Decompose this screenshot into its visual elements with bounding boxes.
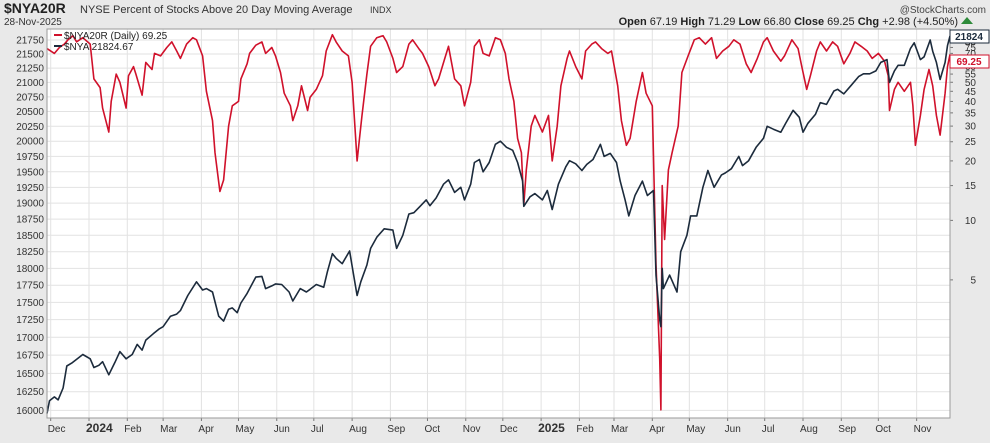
x-tick-label: Nov — [914, 424, 932, 435]
x-tick-label: Mar — [611, 424, 629, 435]
y-left-tick-label: 19500 — [16, 167, 44, 178]
y-right-tick-label: 20 — [965, 156, 977, 167]
y-right-tick-label: 5 — [970, 275, 976, 286]
y-left-tick-label: 17750 — [16, 281, 44, 292]
y-left-tick-label: 19250 — [16, 183, 44, 194]
x-tick-label: May — [235, 424, 254, 435]
y-right-tick-label: 45 — [965, 87, 977, 98]
chart-date: 28-Nov-2025 — [4, 17, 62, 28]
y-right-tick-label: 15 — [965, 181, 977, 192]
x-tick-label: Aug — [349, 424, 367, 435]
x-tick-label: Oct — [424, 424, 440, 435]
y-left-tick-label: 18250 — [16, 247, 44, 258]
y-right-tick-label: 75 — [965, 43, 977, 54]
x-tick-label: Jul — [311, 424, 324, 435]
plot-area — [47, 29, 950, 418]
x-tick-label: Aug — [800, 424, 818, 435]
ohlc-value: 71.29 — [708, 16, 736, 28]
y-left-tick-label: 21000 — [16, 78, 44, 89]
ohlc-summary: Open 67.19 High 71.29 Low 66.80 Close 69… — [619, 16, 958, 28]
ohlc-label: Open — [619, 16, 650, 28]
y-right-tick-label: 25 — [965, 137, 977, 148]
ohlc-label: High — [677, 16, 708, 28]
legend-label-nya20r: $NYA20R (Daily) 69.25 — [64, 31, 168, 42]
y-left-tick-label: 18000 — [16, 264, 44, 275]
x-tick-label: Jun — [725, 424, 741, 435]
y-right-tick-label: 70 — [965, 49, 977, 60]
y-left-tick-label: 21750 — [16, 36, 44, 47]
y-left-tick-label: 16750 — [16, 351, 44, 362]
x-tick-label: Sep — [387, 424, 405, 435]
y-right-tick-label: 50 — [965, 78, 977, 89]
x-tick-label: Nov — [463, 424, 481, 435]
last-price-badges: 21824 69.25 — [949, 29, 990, 69]
x-tick-label: Apr — [649, 424, 665, 435]
x-tick-label: Dec — [500, 424, 518, 435]
y-left-tick-label: 17250 — [16, 315, 44, 326]
x-tick-label: Oct — [875, 424, 891, 435]
exchange-label: INDX — [370, 5, 392, 15]
y-left-tick-label: 20250 — [16, 122, 44, 133]
x-tick-label: 2024 — [86, 421, 113, 435]
y-left-tick-label: 17500 — [16, 298, 44, 309]
series-layer — [46, 33, 951, 414]
y-left-tick-label: 18500 — [16, 231, 44, 242]
badge-nya-value: 21824 — [955, 32, 983, 43]
ohlc-value: +2.98 (+4.50%) — [882, 16, 958, 28]
ohlc-value: 69.25 — [827, 16, 855, 28]
x-tick-label: Jun — [274, 424, 290, 435]
y-left-tick-label: 16250 — [16, 387, 44, 398]
ohlc-label: Chg — [855, 16, 883, 28]
x-tick-label: May — [686, 424, 705, 435]
badge-nya20r-value: 69.25 — [956, 57, 981, 68]
badge-nya20r-box — [949, 54, 990, 69]
ohlc-label: Close — [791, 16, 827, 28]
x-tick-label: Dec — [48, 424, 66, 435]
x-axis: Dec 2024 Feb Mar Apr May Jun Jul Aug Sep Oct Nov Dec… — [48, 418, 932, 435]
series-line-nya20r — [46, 33, 951, 411]
x-tick-label: Apr — [198, 424, 214, 435]
legend-label-nya: $NYA 21824.67 — [64, 42, 134, 53]
y-axis-left: 16000 16250 16500 16750 17000 17250 17500 17750… — [16, 36, 44, 417]
y-right-tick-label: 35 — [965, 108, 977, 119]
ohlc-value: 66.80 — [764, 16, 792, 28]
y-right-tick-label: 10 — [965, 216, 977, 227]
x-tick-label: Feb — [124, 424, 142, 435]
x-tick-label: Feb — [576, 424, 594, 435]
ohlc-value: 67.19 — [650, 16, 678, 28]
badge-nya-box — [949, 29, 990, 44]
y-right-tick-label: 40 — [965, 97, 977, 108]
x-tick-label: Mar — [160, 424, 178, 435]
y-left-tick-label: 17000 — [16, 333, 44, 344]
y-left-tick-label: 18750 — [16, 215, 44, 226]
y-left-tick-label: 19000 — [16, 199, 44, 210]
y-left-tick-label: 20750 — [16, 92, 44, 103]
y-left-tick-label: 20500 — [16, 107, 44, 118]
chart-description: NYSE Percent of Stocks Above 20 Day Movi… — [80, 4, 353, 16]
y-left-tick-label: 19750 — [16, 152, 44, 163]
watermark: @StockCharts.com — [900, 5, 986, 16]
ohlc-label: Low — [735, 16, 763, 28]
y-left-tick-label: 21500 — [16, 49, 44, 60]
y-right-tick-label: 30 — [965, 122, 977, 133]
change-up-arrow-icon — [961, 17, 973, 24]
plot-frame — [46, 28, 951, 419]
legend: $NYA20R (Daily) 69.25 $NYA 21824.67 — [54, 31, 168, 53]
y-left-tick-label: 20000 — [16, 137, 44, 148]
y-right-tick-label: 55 — [965, 70, 977, 81]
series-line-nya — [46, 35, 951, 414]
x-tick-label: Sep — [838, 424, 856, 435]
y-left-tick-label: 21250 — [16, 64, 44, 75]
symbol-title: $NYA20R — [4, 0, 66, 16]
x-tick-label: 2025 — [538, 421, 565, 435]
y-left-tick-label: 16000 — [16, 406, 44, 417]
y-left-tick-label: 16500 — [16, 369, 44, 380]
x-tick-label: Jul — [762, 424, 775, 435]
